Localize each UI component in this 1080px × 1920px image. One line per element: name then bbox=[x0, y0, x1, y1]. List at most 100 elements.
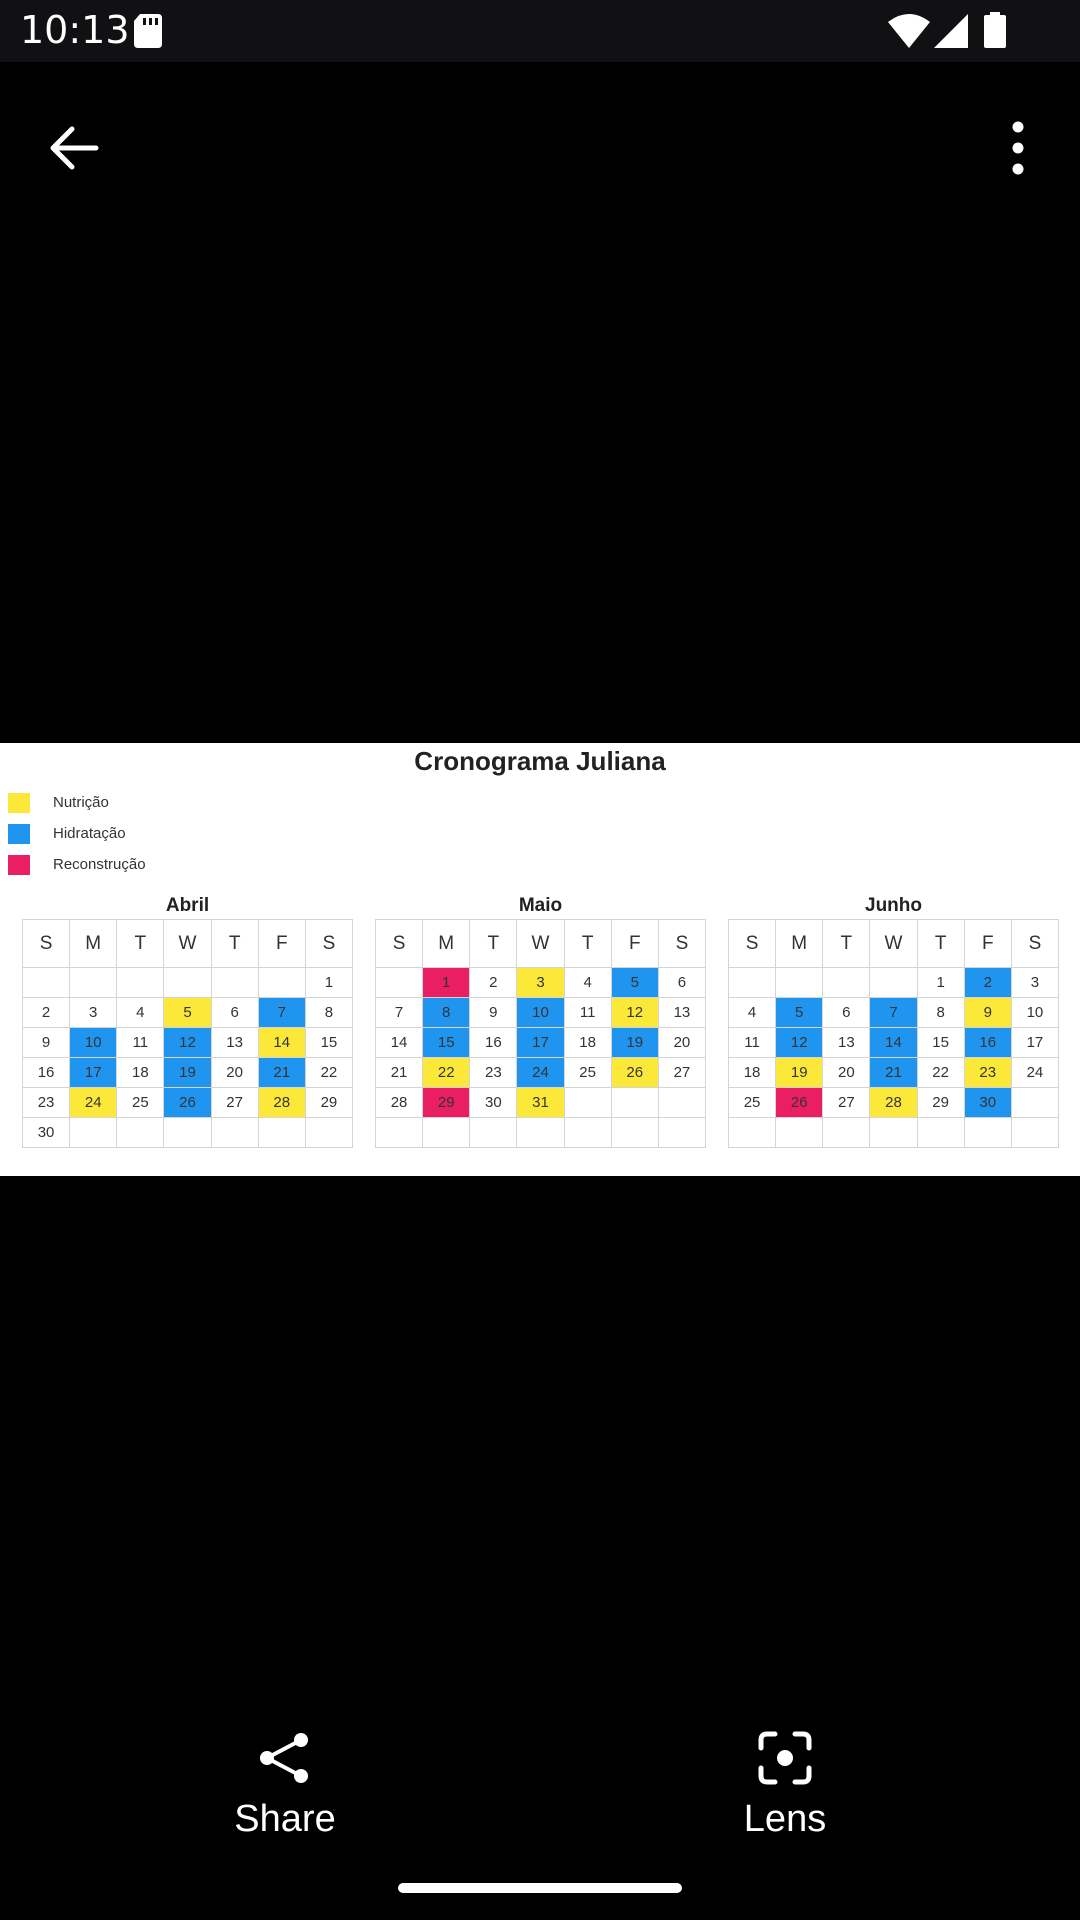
day-cell: 25 bbox=[727, 1087, 777, 1118]
weekday-header: S bbox=[657, 919, 707, 968]
week-row: 4 5 6 7 8 9 10 bbox=[727, 997, 1060, 1028]
day-cell: 26 bbox=[163, 1087, 212, 1118]
day-cell: 25 bbox=[116, 1087, 165, 1118]
day-cell: 12 bbox=[163, 1027, 212, 1058]
day-cell bbox=[775, 1117, 824, 1148]
lens-label: Lens bbox=[743, 1798, 827, 1840]
day-cell: 13 bbox=[657, 997, 707, 1028]
weekday-header: F bbox=[610, 919, 659, 968]
week-row: 14 15 16 17 18 19 20 bbox=[374, 1027, 707, 1058]
day-cell: 30 bbox=[469, 1087, 518, 1118]
day-cell: 16 bbox=[963, 1027, 1012, 1058]
weekday-header: S bbox=[304, 919, 354, 968]
day-cell bbox=[116, 1117, 165, 1148]
viewed-image[interactable]: Cronograma Juliana Nutrição Hidratação Rec… bbox=[0, 743, 1080, 1176]
day-cell bbox=[727, 967, 777, 998]
weekday-header: S bbox=[21, 919, 71, 968]
share-button[interactable]: Share bbox=[210, 1720, 360, 1840]
weekday-header: T bbox=[916, 919, 965, 968]
day-cell: 17 bbox=[69, 1057, 118, 1088]
day-cell: 5 bbox=[163, 997, 212, 1028]
day-cell: 9 bbox=[21, 1027, 71, 1058]
day-cell: 28 bbox=[257, 1087, 306, 1118]
day-cell: 27 bbox=[657, 1057, 707, 1088]
week-row: 7 8 9 10 11 12 13 bbox=[374, 997, 707, 1028]
back-button[interactable] bbox=[44, 118, 104, 178]
day-cell bbox=[116, 967, 165, 998]
weekday-header: W bbox=[163, 919, 212, 968]
day-cell: 10 bbox=[1010, 997, 1060, 1028]
day-cell bbox=[69, 1117, 118, 1148]
month-abril: Abril S M T W T F S 1 2 3 4 5 6 7 8 9 10 11 12 13 14 15 16 17 18 1… bbox=[21, 893, 354, 1148]
weekday-header: T bbox=[116, 919, 165, 968]
day-cell: 11 bbox=[727, 1027, 777, 1058]
week-row: 18 19 20 21 22 23 24 bbox=[727, 1057, 1060, 1088]
lens-button[interactable]: Lens bbox=[720, 1720, 850, 1840]
day-cell: 9 bbox=[963, 997, 1012, 1028]
day-cell: 18 bbox=[727, 1057, 777, 1088]
day-cell bbox=[304, 1117, 354, 1148]
day-cell bbox=[610, 1087, 659, 1118]
legend-label: Nutrição bbox=[53, 794, 109, 811]
week-row: 30 bbox=[21, 1117, 354, 1148]
day-cell bbox=[257, 967, 306, 998]
day-cell: 23 bbox=[21, 1087, 71, 1118]
weekday-header: T bbox=[210, 919, 259, 968]
day-cell bbox=[1010, 1087, 1060, 1118]
weekday-header: T bbox=[469, 919, 518, 968]
more-vert-icon[interactable] bbox=[1000, 118, 1036, 178]
month-junho: Junho S M T W T F S 1 2 3 4 5 6 7 8 9 10 11 12 13 14 15 16 17 18 1… bbox=[727, 893, 1060, 1148]
day-cell: 15 bbox=[422, 1027, 471, 1058]
legend-label: Reconstrução bbox=[53, 856, 146, 873]
day-cell: 19 bbox=[610, 1027, 659, 1058]
day-cell: 11 bbox=[563, 997, 612, 1028]
day-cell: 26 bbox=[775, 1087, 824, 1118]
day-cell bbox=[469, 1117, 518, 1148]
home-indicator[interactable] bbox=[398, 1883, 682, 1893]
day-cell bbox=[257, 1117, 306, 1148]
month-name: Junho bbox=[865, 895, 922, 916]
day-cell: 27 bbox=[210, 1087, 259, 1118]
day-cell: 13 bbox=[210, 1027, 259, 1058]
day-cell: 2 bbox=[963, 967, 1012, 998]
day-cell: 25 bbox=[563, 1057, 612, 1088]
week-row: 21 22 23 24 25 26 27 bbox=[374, 1057, 707, 1088]
day-cell bbox=[563, 1117, 612, 1148]
day-cell: 17 bbox=[1010, 1027, 1060, 1058]
day-cell: 1 bbox=[304, 967, 354, 998]
day-cell: 8 bbox=[304, 997, 354, 1028]
day-cell: 12 bbox=[775, 1027, 824, 1058]
signal-icon bbox=[934, 14, 968, 48]
weekday-header: W bbox=[516, 919, 565, 968]
battery-icon bbox=[984, 12, 1006, 48]
day-cell: 27 bbox=[822, 1087, 871, 1118]
week-row: 16 17 18 19 20 21 22 bbox=[21, 1057, 354, 1088]
day-cell: 9 bbox=[469, 997, 518, 1028]
day-cell bbox=[163, 967, 212, 998]
day-cell bbox=[210, 967, 259, 998]
day-cell: 2 bbox=[21, 997, 71, 1028]
day-cell: 23 bbox=[469, 1057, 518, 1088]
month-name: Maio bbox=[518, 895, 563, 916]
day-cell bbox=[916, 1117, 965, 1148]
weekday-header: F bbox=[963, 919, 1012, 968]
day-cell: 10 bbox=[69, 1027, 118, 1058]
day-cell: 21 bbox=[374, 1057, 424, 1088]
day-cell: 4 bbox=[116, 997, 165, 1028]
day-cell: 4 bbox=[727, 997, 777, 1028]
weekday-header: T bbox=[563, 919, 612, 968]
day-cell: 1 bbox=[422, 967, 471, 998]
day-cell: 29 bbox=[422, 1087, 471, 1118]
day-cell: 24 bbox=[69, 1087, 118, 1118]
day-cell: 3 bbox=[69, 997, 118, 1028]
day-cell: 13 bbox=[822, 1027, 871, 1058]
sd-card-icon bbox=[134, 14, 162, 48]
day-cell: 29 bbox=[916, 1087, 965, 1118]
weekday-header: M bbox=[775, 919, 824, 968]
day-cell: 8 bbox=[916, 997, 965, 1028]
day-cell: 1 bbox=[916, 967, 965, 998]
day-cell: 24 bbox=[516, 1057, 565, 1088]
day-cell: 6 bbox=[657, 967, 707, 998]
